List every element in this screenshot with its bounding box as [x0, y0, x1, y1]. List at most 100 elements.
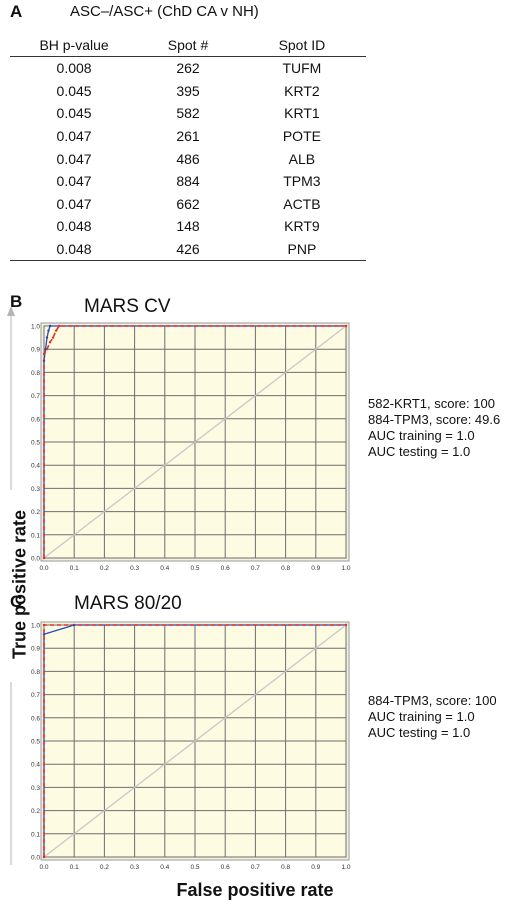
table-cell: KRT2: [284, 82, 320, 99]
table-row: 0.048 148 KRT9: [10, 215, 366, 238]
table-cell: ACTB: [283, 195, 321, 212]
roc-point: [42, 359, 46, 362]
x-tick-label: 0.8: [281, 565, 290, 572]
y-tick-label: 0.9: [31, 347, 40, 354]
table-row: 0.047 662 ACTB: [10, 193, 366, 216]
y-tick-label: 0.4: [31, 762, 40, 769]
table-header-row: BH p-value Spot # Spot ID: [10, 33, 366, 57]
x-tick-label: 0.3: [130, 864, 139, 871]
y-tick-label: 0.4: [31, 463, 40, 470]
table-cell: TUFM: [282, 60, 322, 77]
roc-point: [57, 324, 61, 328]
panel-b-letter: B: [10, 292, 23, 311]
table-cell: 0.047: [56, 195, 92, 212]
y-tick-label: 0.8: [31, 669, 40, 676]
y-tick-label: 1.0: [31, 324, 40, 331]
x-tick-label: 0.8: [281, 864, 290, 871]
panel-b-annotations: 582-KRT1, score: 100 884-TPM3, score: 49…: [368, 396, 500, 460]
y-tick-label: 0.7: [31, 692, 40, 699]
annotation-line: AUC training = 1.0: [368, 428, 475, 443]
reference-diagonal: [43, 624, 347, 858]
x-tick-label: 0.0: [39, 565, 48, 572]
x-tick-label: 0.7: [251, 565, 260, 572]
roc-point: [51, 336, 55, 339]
table-cell: 0.045: [56, 82, 92, 99]
x-tick-label: 0.9: [311, 864, 320, 871]
roc-point: [42, 855, 46, 859]
table-cell: 0.047: [56, 128, 92, 145]
table-cell: 0.048: [56, 218, 92, 235]
roc-point: [344, 324, 348, 328]
y-tick-label: 0.6: [31, 416, 40, 423]
table-row: 0.045 582 KRT1: [10, 102, 366, 125]
y-tick-label: 0.7: [31, 393, 40, 400]
table-cell: 0.048: [10, 237, 139, 262]
y-tick-label: 0.6: [31, 715, 40, 722]
x-tick-label: 1.0: [341, 565, 350, 572]
roc-point: [42, 352, 46, 356]
x-tick-label: 0.5: [190, 864, 199, 871]
y-tick-label: 0.2: [31, 509, 40, 516]
x-tick-label: 0.3: [130, 565, 139, 572]
reference-diagonal: [43, 325, 347, 559]
roc-plot-mars-cv: 0.0 0.1 0.2 0.3 0.4 0.5 0.6 0.7 0.8 0.9 1.0 0.0 0.1 0…: [31, 322, 351, 572]
x-tick-label: 0.2: [100, 864, 109, 871]
column-header: BH p-value: [10, 33, 139, 57]
table-row: 0.045 395 KRT2: [10, 80, 366, 103]
roc-point: [45, 336, 49, 339]
x-tick-label: 0.6: [221, 864, 230, 871]
table-cell: 0.047: [56, 173, 92, 190]
y-tick-label: 0.2: [31, 808, 40, 815]
roc-point: [54, 329, 58, 332]
y-tick-label: 0.3: [31, 785, 40, 792]
y-axis-arrow: [7, 306, 15, 865]
table-cell: KRT1: [284, 105, 320, 122]
roc-point: [48, 341, 52, 344]
column-header: Spot #: [138, 33, 238, 57]
x-tick-label: 0.7: [251, 864, 260, 871]
y-tick-label: 0.1: [31, 831, 40, 838]
table-cell: ALB: [288, 150, 316, 167]
roc-point: [42, 633, 46, 636]
results-table: BH p-value Spot # Spot ID 0.008 262 TUFM 0…: [10, 33, 366, 262]
table-cell: 662: [176, 195, 200, 212]
table-row: 0.047 884 TPM3: [10, 170, 366, 193]
table-cell: 262: [176, 60, 200, 77]
table-cell: POTE: [282, 128, 321, 145]
x-tick-label: 0.4: [160, 864, 169, 871]
y-tick-label: 0.5: [31, 440, 40, 447]
table-cell: 582: [176, 105, 200, 122]
y-tick-label: 0.8: [31, 370, 40, 377]
panel-c-annotations: 884-TPM3, score: 100 AUC training = 1.0 …: [368, 693, 497, 741]
panel-c-letter: C: [10, 592, 23, 611]
annotation-line: 884-TPM3, score: 49.6: [368, 412, 501, 427]
y-tick-label: 0.0: [31, 556, 40, 563]
panel-c-title: MARS 80/20: [74, 593, 182, 614]
arrow-head: [7, 306, 15, 316]
table-cell: 884: [176, 173, 200, 190]
x-tick-label: 0.9: [311, 565, 320, 572]
annotation-line: 582-KRT1, score: 100: [368, 396, 495, 411]
table-cell: 426: [138, 237, 238, 262]
table-row: 0.008 262 TUFM: [10, 57, 366, 80]
panel-a-letter: A: [10, 2, 23, 21]
table-cell: 486: [176, 150, 200, 167]
y-tick-label: 0.3: [31, 486, 40, 493]
y-tick-label: 0.9: [31, 646, 40, 653]
roc-plot-mars-80-20: 0.0 0.1 0.2 0.3 0.4 0.5 0.6 0.7 0.8 0.9 1.0 0.0 0.1 0…: [31, 621, 351, 871]
y-tick-label: 0.0: [31, 855, 40, 862]
table-cell: PNP: [237, 237, 366, 262]
roc-point: [42, 556, 46, 560]
table-row: 0.047 486 ALB: [10, 147, 366, 170]
x-tick-label: 1.0: [341, 864, 350, 871]
roc-point: [47, 329, 50, 332]
table-cell: KRT9: [284, 218, 320, 235]
table-cell: 148: [176, 218, 200, 235]
table-cell: 0.045: [56, 105, 92, 122]
x-tick-label: 0.4: [160, 565, 169, 572]
roc-curve-training: [43, 624, 346, 857]
table-title: ASC–/ASC+ (ChD CA v NH): [70, 3, 259, 20]
annotation-line: AUC testing = 1.0: [368, 725, 471, 740]
x-tick-label: 0.1: [70, 565, 79, 572]
roc-point: [42, 623, 46, 627]
